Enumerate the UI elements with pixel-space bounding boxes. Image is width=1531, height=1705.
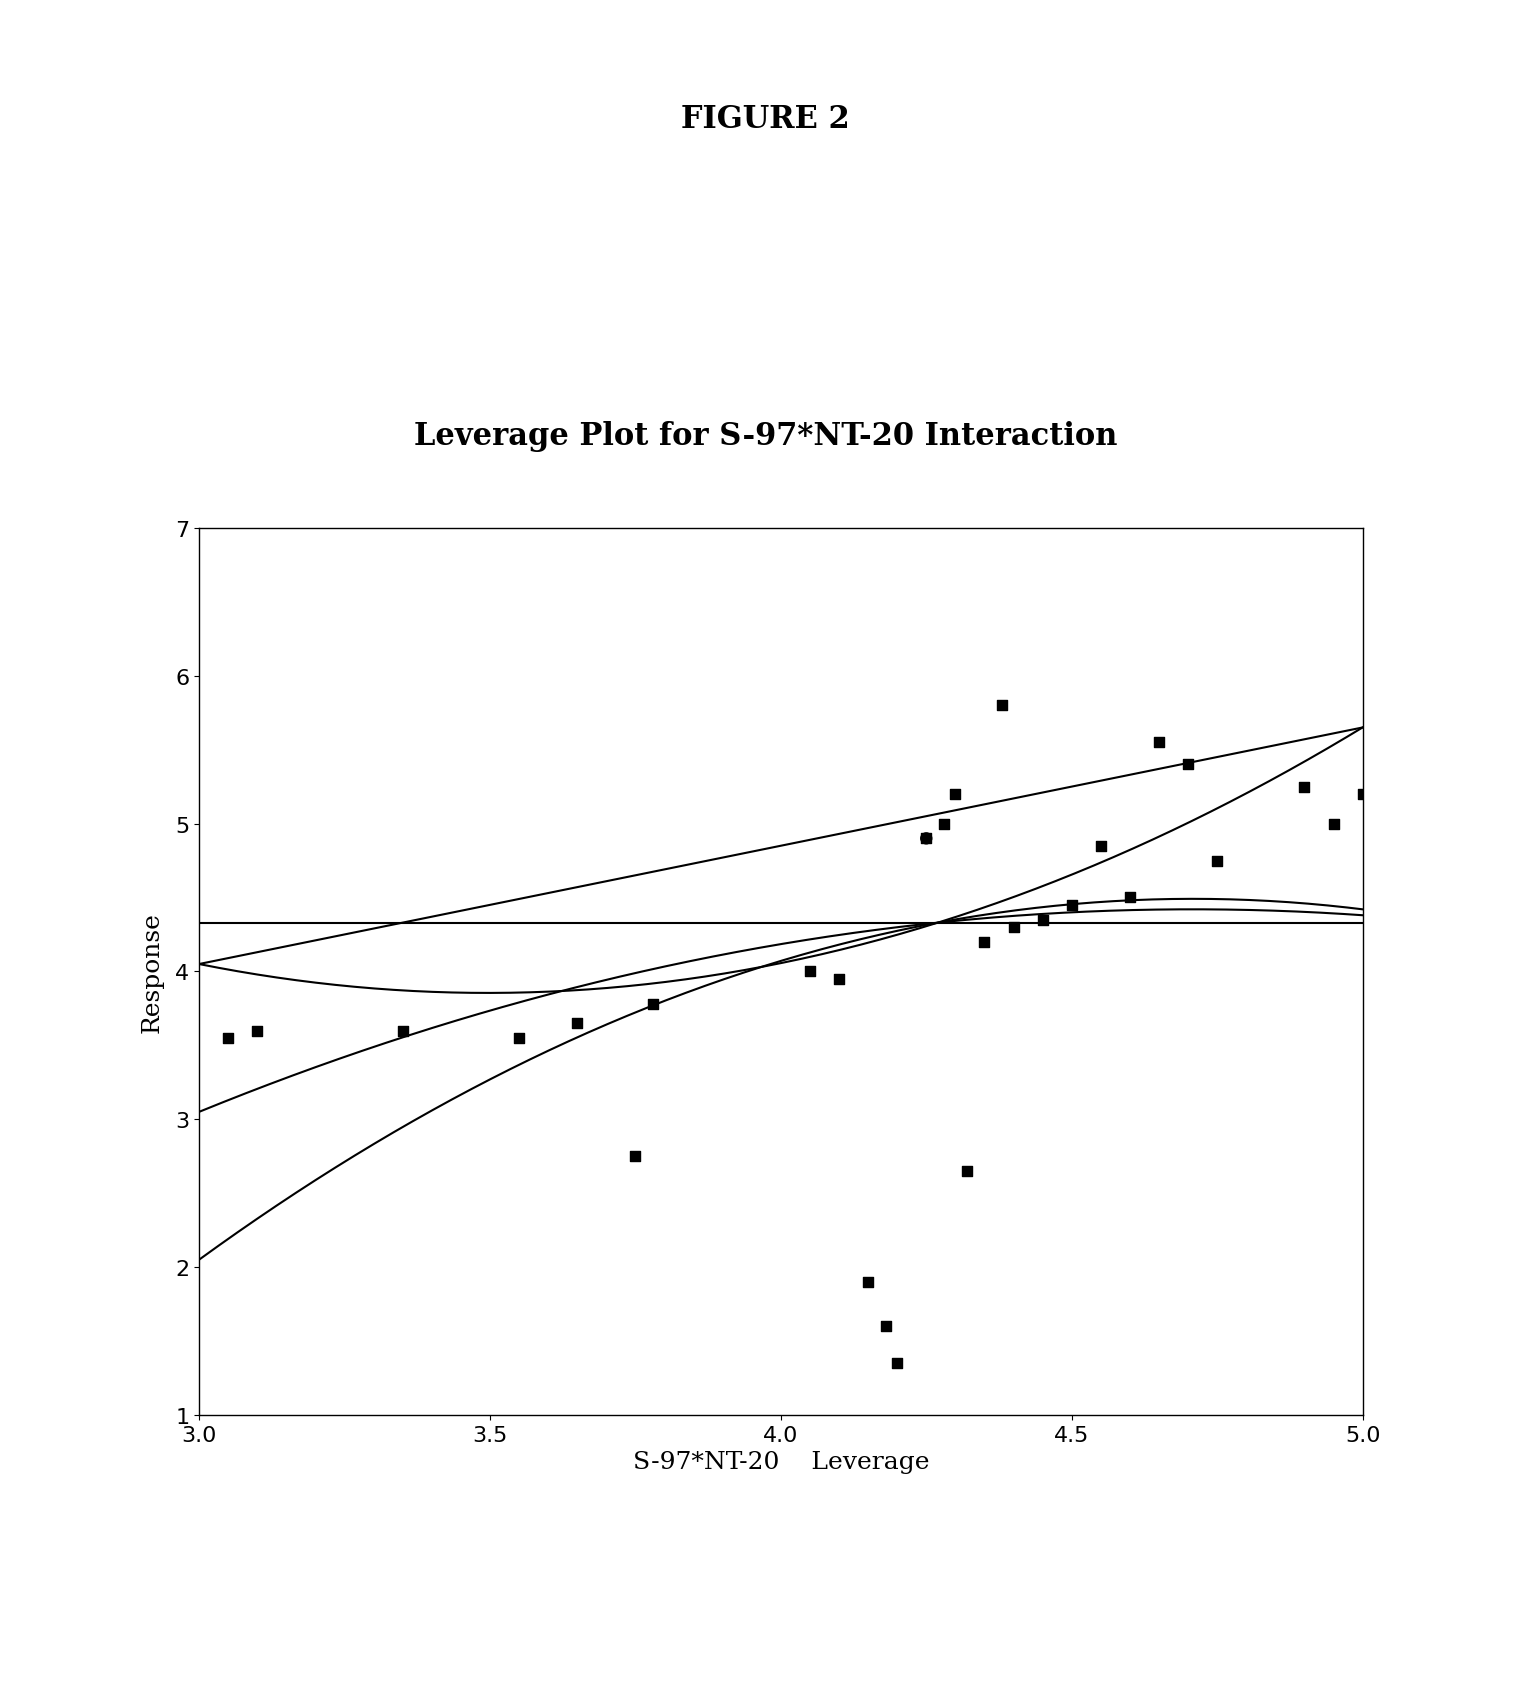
Point: [827, 965, 851, 992]
Point: [1001, 914, 1026, 941]
Point: [914, 825, 939, 852]
Point: [914, 825, 939, 852]
Point: [245, 1018, 269, 1045]
X-axis label: S-97*NT-20    Leverage: S-97*NT-20 Leverage: [632, 1451, 929, 1473]
Point: [972, 929, 997, 957]
Point: [1147, 730, 1171, 757]
Point: [885, 1350, 909, 1378]
Y-axis label: Response: Response: [141, 912, 164, 1032]
Point: [1089, 832, 1113, 859]
Point: [1059, 892, 1084, 919]
Point: [623, 1142, 648, 1170]
Point: [565, 1009, 589, 1037]
Point: [1292, 774, 1317, 801]
Text: FIGURE 2: FIGURE 2: [681, 104, 850, 135]
Point: [873, 1313, 897, 1340]
Point: [943, 781, 968, 808]
Point: [216, 1025, 240, 1052]
Point: [1205, 847, 1229, 875]
Point: [931, 810, 955, 837]
Point: [989, 692, 1014, 720]
Point: [798, 958, 822, 985]
Point: [1321, 810, 1346, 837]
Point: [1350, 781, 1375, 808]
Point: [1118, 885, 1142, 912]
Point: [507, 1025, 531, 1052]
Text: Leverage Plot for S-97*NT-20 Interaction: Leverage Plot for S-97*NT-20 Interaction: [413, 421, 1118, 452]
Point: [640, 991, 664, 1018]
Point: [1176, 752, 1200, 779]
Point: [955, 1158, 980, 1185]
Point: [390, 1018, 415, 1045]
Point: [856, 1269, 880, 1296]
Point: [1030, 907, 1055, 934]
